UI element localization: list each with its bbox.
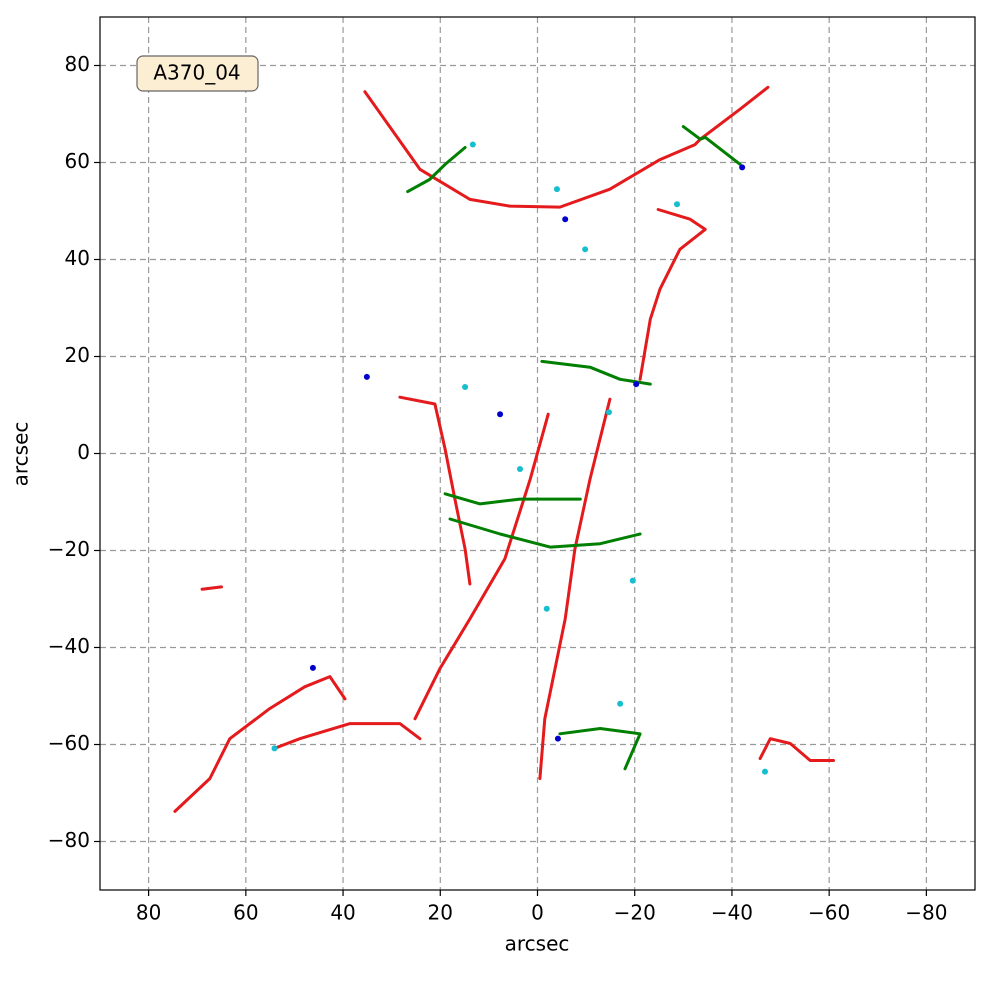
point <box>469 141 476 148</box>
y-axis-label: arcsec <box>9 422 33 487</box>
y-tick-label: −20 <box>48 537 90 561</box>
y-tick-label: 60 <box>65 149 90 173</box>
point <box>605 409 612 416</box>
x-tick-label: −20 <box>614 901 656 925</box>
point <box>633 381 640 388</box>
curve <box>638 208 707 381</box>
curve <box>758 737 835 762</box>
annotation: A370_04 <box>153 61 240 85</box>
curve <box>200 585 223 591</box>
y-tick-label: 80 <box>65 52 90 76</box>
y-tick-label: −40 <box>48 634 90 658</box>
point <box>271 745 278 752</box>
x-tick-label: 80 <box>136 901 161 925</box>
y-tick-label: −60 <box>48 731 90 755</box>
curve <box>406 146 467 194</box>
x-axis-label: arcsec <box>505 932 570 956</box>
curve <box>443 492 582 506</box>
point <box>562 216 569 223</box>
x-tick-label: 40 <box>330 901 355 925</box>
y-tick-label: 0 <box>77 440 90 464</box>
y-tick-label: 40 <box>65 246 90 270</box>
point <box>462 384 469 391</box>
point <box>617 700 624 707</box>
x-tick-label: 20 <box>428 901 453 925</box>
curve <box>273 722 422 750</box>
point <box>363 373 370 380</box>
point <box>497 411 504 418</box>
point <box>309 664 316 671</box>
point <box>554 735 561 742</box>
curve <box>363 85 770 209</box>
curve <box>448 517 642 549</box>
point <box>629 577 636 584</box>
x-tick-label: 60 <box>233 901 258 925</box>
curve <box>538 397 612 780</box>
curve <box>398 395 472 586</box>
y-tick-label: −80 <box>48 828 90 852</box>
y-tick-label: 20 <box>65 343 90 367</box>
curve <box>681 125 742 166</box>
point <box>517 466 523 473</box>
point <box>674 201 681 208</box>
point <box>762 768 768 775</box>
curve <box>173 675 347 813</box>
point <box>739 164 746 171</box>
x-tick-label: −80 <box>905 901 947 925</box>
point <box>543 605 550 612</box>
annotation-box <box>136 55 259 92</box>
curve <box>413 412 550 721</box>
point <box>553 186 560 193</box>
point <box>582 246 589 253</box>
x-tick-label: −60 <box>808 901 850 925</box>
x-tick-label: −40 <box>711 901 753 925</box>
curve <box>558 727 642 771</box>
x-tick-label: 0 <box>531 901 544 925</box>
